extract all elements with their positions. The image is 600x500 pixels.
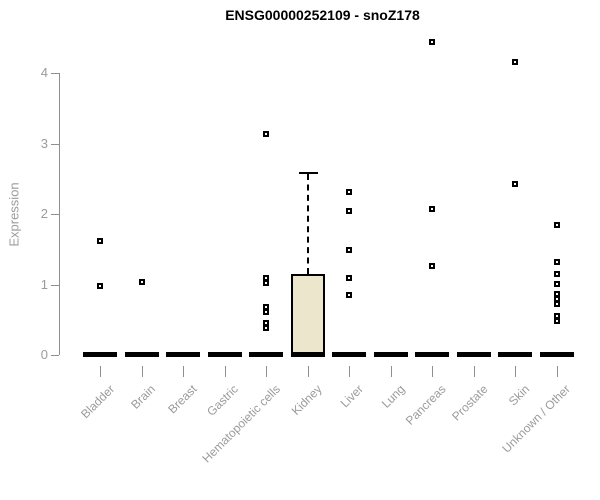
y-tick-label: 3 [40,135,48,151]
outlier-point [263,280,269,287]
x-tick-label: Pancreas [403,382,449,428]
box-median-bar [415,352,449,357]
x-tick-mark [183,366,184,377]
x-tick-mark [141,366,143,377]
y-tick-mark [51,355,59,356]
x-tick-label: Prostate [448,382,491,424]
outlier-point [346,247,352,254]
box-median-bar [249,352,283,357]
y-tick-label: 1 [40,276,48,292]
box-median-bar [83,352,117,357]
x-tick-label: Skin [505,382,532,409]
outlier-point [429,263,435,270]
outlier-point [346,208,352,215]
outlier-point [553,271,560,278]
x-tick-label: Bladder [77,382,117,422]
box-median-bar [166,352,200,357]
outlier-point [553,317,560,324]
outlier-point [429,205,435,212]
x-tick-mark [266,366,267,377]
outlier-point [263,309,269,316]
box-rect [290,274,325,355]
x-tick-mark [473,366,475,377]
x-tick-label: Kidney [288,382,325,418]
y-tick-mark [51,143,59,145]
outlier-point [512,59,518,66]
box-median-bar [539,352,574,357]
x-tick-label: Hematopoietic cells [199,382,283,466]
outlier-point [263,325,269,332]
x-tick-label: Liver [337,382,366,411]
outlier-point [97,283,103,289]
outlier-point [97,237,103,244]
outlier-point [553,222,560,229]
x-tick-mark [390,366,392,377]
y-tick-label: 0 [40,347,48,362]
x-tick-mark [349,366,350,377]
x-tick-mark [100,366,101,377]
x-tick-label: Gastric [204,382,242,419]
x-tick-mark [307,366,309,377]
outlier-point [553,280,560,287]
box-median-bar [498,352,532,357]
outlier-point [553,259,560,266]
x-tick-mark [224,366,226,377]
y-axis-line [59,73,60,355]
box-median-bar [332,352,366,357]
y-tick-mark [51,214,59,216]
x-tick-mark [556,366,558,377]
x-tick-label: Lung [378,382,408,411]
x-tick-mark [432,366,433,377]
x-tick-label: Breast [165,382,200,417]
box-median-bar [456,352,491,357]
outlier-point [346,188,352,195]
y-tick-mark [51,73,59,75]
x-tick-label: Brain [128,382,159,412]
box-median-bar [290,352,325,357]
outlier-point [346,292,352,299]
box-median-bar [207,352,242,357]
outlier-point [512,180,518,187]
y-tick-label: 2 [40,206,48,222]
y-tick-mark [51,284,59,286]
chart-title: ENSG00000252109 - snoZ178 [225,7,420,23]
outlier-point [138,278,145,285]
x-tick-mark [515,366,516,377]
outlier-point [553,301,560,308]
outlier-point [346,275,352,282]
y-tick-label: 4 [40,65,48,81]
outlier-point [429,39,435,46]
box-median-bar [124,352,159,357]
whisker-cap [298,171,318,174]
outlier-point [263,130,269,137]
box-median-bar [373,352,408,357]
whisker-line [306,173,309,275]
